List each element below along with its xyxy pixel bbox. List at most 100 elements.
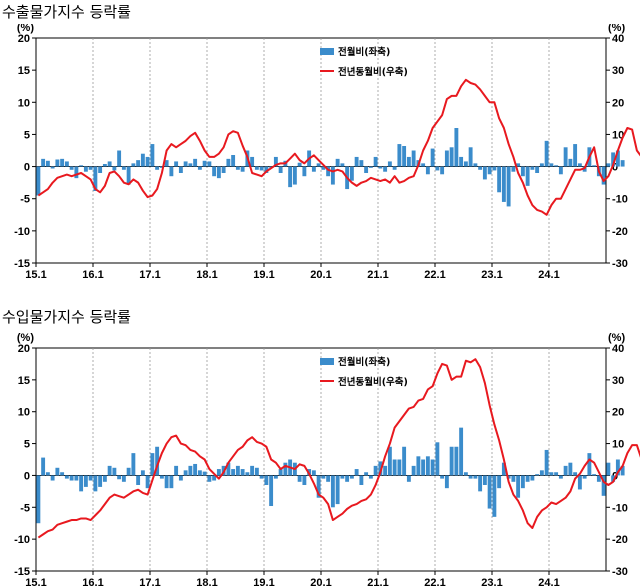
c1-x-tick-label: 18.1 bbox=[196, 577, 217, 587]
c0-bar-mom bbox=[444, 150, 449, 167]
c1-bar-mom bbox=[454, 446, 459, 476]
c0-bar-mom bbox=[497, 166, 502, 193]
c1-right-tick-label: 10 bbox=[612, 439, 624, 451]
c1-bar-mom bbox=[188, 465, 193, 476]
c0-bar-mom bbox=[402, 146, 407, 167]
c1-bar-mom bbox=[568, 462, 573, 476]
c1-bar-mom bbox=[473, 475, 478, 479]
c0-bar-mom bbox=[193, 158, 198, 167]
c0-bar-mom bbox=[435, 166, 440, 171]
c1-bar-mom bbox=[596, 475, 601, 482]
c0-bar-mom bbox=[454, 128, 459, 167]
c1-bar-mom bbox=[174, 465, 179, 476]
c1-right-tick-label: 20 bbox=[612, 407, 624, 419]
c0-legend-line-label: 전년동월비(우축) bbox=[338, 66, 408, 78]
c1-bar-mom bbox=[226, 462, 231, 476]
c0-right-tick-label: 0 bbox=[612, 162, 618, 174]
c1-bar-mom bbox=[316, 475, 321, 498]
c1-bar-mom bbox=[525, 475, 530, 482]
c1-bar-mom bbox=[411, 465, 416, 476]
c1-bar-mom bbox=[425, 456, 430, 476]
c0-bar-mom bbox=[107, 161, 112, 167]
c0-bar-mom bbox=[55, 159, 60, 167]
c0-x-tick-label: 17.1 bbox=[139, 269, 160, 281]
c1-bar-mom bbox=[449, 446, 454, 476]
c1-bar-mom bbox=[530, 475, 535, 481]
c0-right-tick-label: 30 bbox=[612, 65, 624, 77]
c0-x-tick-label: 20.1 bbox=[310, 269, 331, 281]
c0-x-tick-label: 22.1 bbox=[424, 269, 445, 281]
c0-left-tick-label: -5 bbox=[20, 194, 30, 206]
c0-bar-mom bbox=[145, 156, 150, 167]
c1-bar-mom bbox=[155, 446, 160, 476]
c0-bar-mom bbox=[140, 153, 145, 167]
c1-bar-mom bbox=[159, 475, 164, 479]
c1-bar-mom bbox=[50, 475, 55, 481]
c1-bar-mom bbox=[520, 475, 525, 489]
c0-bar-mom bbox=[64, 161, 69, 167]
c0-bar-mom bbox=[573, 144, 578, 167]
c1-bar-mom bbox=[197, 470, 202, 476]
c0-bar-mom bbox=[601, 166, 606, 185]
c1-bar-mom bbox=[235, 465, 240, 476]
c0-bar-mom bbox=[554, 165, 559, 167]
c1-bar-mom bbox=[402, 446, 407, 476]
c1-bar-mom bbox=[273, 475, 278, 479]
c0-right-unit-label: (%) bbox=[608, 24, 625, 34]
c0-bar-mom bbox=[169, 166, 174, 177]
c1-bar-mom bbox=[459, 427, 464, 476]
c0-bar-mom bbox=[207, 161, 212, 167]
c0-left-tick-label: -10 bbox=[14, 226, 30, 238]
c0-x-tick-label: 18.1 bbox=[196, 269, 217, 281]
import-price-chart: 20151050-5-10-15403020100-10-20-30(%)(%)… bbox=[14, 332, 640, 587]
c0-left-tick-label: 5 bbox=[24, 129, 30, 141]
c0-bar-mom bbox=[326, 166, 331, 177]
c0-bar-mom bbox=[79, 165, 84, 167]
c0-bar-mom bbox=[340, 163, 345, 167]
c1-left-tick-label: 15 bbox=[18, 375, 30, 387]
c0-bar-mom bbox=[316, 163, 321, 167]
c1-left-tick-label: -5 bbox=[20, 502, 30, 514]
c1-bar-mom bbox=[283, 462, 288, 476]
c0-bar-mom bbox=[544, 140, 549, 167]
c0-bar-mom bbox=[368, 166, 373, 168]
c0-bar-mom bbox=[359, 160, 364, 167]
c1-right-tick-label: -30 bbox=[612, 566, 628, 578]
c0-bar-mom bbox=[549, 163, 554, 167]
c1-bar-mom bbox=[354, 469, 359, 476]
c1-bar-mom bbox=[169, 475, 174, 489]
c0-bar-mom bbox=[117, 150, 122, 167]
c1-bar-mom bbox=[330, 475, 335, 508]
c0-bar-mom bbox=[373, 156, 378, 167]
c0-x-tick-label: 24.1 bbox=[538, 269, 559, 281]
c1-bar-mom bbox=[60, 472, 65, 476]
c0-right-tick-label: 40 bbox=[612, 33, 624, 45]
c1-bar-mom bbox=[64, 475, 69, 479]
c1-bar-mom bbox=[535, 474, 540, 476]
c1-bar-mom bbox=[83, 475, 88, 487]
c0-bar-mom bbox=[473, 163, 478, 167]
c1-left-tick-label: 0 bbox=[24, 470, 30, 482]
c0-bar-mom bbox=[60, 158, 65, 167]
c1-bar-mom bbox=[383, 465, 388, 476]
c1-bar-mom bbox=[74, 475, 79, 481]
c0-x-tick-label: 19.1 bbox=[253, 269, 274, 281]
c0-bar-mom bbox=[349, 166, 354, 181]
c1-bar-mom bbox=[539, 470, 544, 476]
c1-bar-mom bbox=[349, 475, 354, 479]
c1-bar-mom bbox=[492, 475, 497, 517]
c1-bar-mom bbox=[254, 467, 259, 476]
c1-bar-mom bbox=[278, 469, 283, 476]
c1-legend-bar-label: 전월비(좌축) bbox=[338, 356, 390, 368]
c1-bar-mom bbox=[444, 475, 449, 489]
c0-bar-mom bbox=[430, 148, 435, 167]
c1-bar-mom bbox=[297, 475, 302, 482]
c1-x-tick-label: 17.1 bbox=[139, 577, 160, 587]
c1-bar-mom bbox=[544, 449, 549, 476]
c0-bar-mom bbox=[516, 163, 521, 167]
c1-bar-mom bbox=[340, 475, 345, 479]
c0-bar-mom bbox=[136, 160, 141, 167]
c0-bar-mom bbox=[411, 150, 416, 167]
c0-bar-mom bbox=[387, 161, 392, 167]
c0-bar-mom bbox=[254, 166, 259, 170]
